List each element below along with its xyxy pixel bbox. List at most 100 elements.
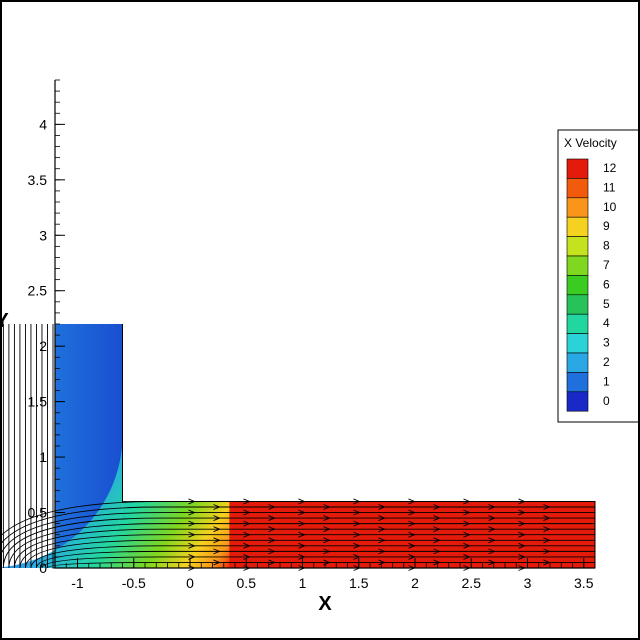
streamline [2,324,595,569]
streamline-arrow [353,509,361,516]
streamline-arrow [433,504,441,510]
legend-label: 10 [603,200,617,214]
streamline-arrow [213,504,221,510]
streamline-arrow [298,520,306,527]
streamline-arrow [488,504,496,510]
streamline-arrow [518,531,526,538]
streamline-arrow [408,509,416,516]
streamline-arrow [463,520,471,527]
y-tick-label: 1.5 [28,394,48,410]
x-tick-label: 1.5 [349,575,369,591]
streamline-arrow [353,553,361,560]
streamline-arrow [268,559,276,566]
streamline-arrow [378,537,386,544]
legend-label: 7 [603,258,610,272]
legend-label: 11 [603,180,616,194]
x-tick-label: 1 [299,575,307,591]
legend-swatch [566,158,589,179]
legend-swatch [566,275,589,296]
legend-label: 4 [603,316,610,330]
streamline-arrow [323,559,331,566]
streamline-arrow [188,520,196,527]
legend-swatch [566,333,589,354]
streamline-arrow [488,537,496,544]
streamline-arrow [518,553,526,560]
streamline-arrow [268,526,276,533]
streamline-arrow [268,548,276,555]
y-axis-title: Y [2,310,9,332]
streamline-arrow [213,526,221,533]
streamline [41,324,595,569]
streamline-arrow [323,537,331,544]
streamline-arrow [353,531,361,538]
streamline-arrow [408,553,416,560]
legend-title: X Velocity [564,136,617,150]
legend-label: 2 [603,355,610,369]
streamline-arrow [213,515,221,522]
legend-swatch [566,352,589,373]
y-tick-label: 2.5 [28,283,48,299]
streamline-arrow [488,515,496,522]
streamline-arrow [213,559,221,566]
y-tick-label: 3 [39,227,47,243]
streamline-arrow [243,509,251,516]
streamline [30,324,595,569]
legend-label: 6 [603,277,610,291]
x-tick-label: 2 [411,575,419,591]
streamline-arrow [213,537,221,544]
streamline-arrow [243,553,251,560]
legend-label: 1 [603,374,610,388]
streamline-arrow [353,520,361,527]
x-tick-label: 2.5 [462,575,482,591]
streamline-arrow [378,559,386,566]
streamline [13,324,595,569]
streamline-arrow [323,504,331,510]
x-tick-label: 3 [524,575,532,591]
streamline-arrow [353,542,361,549]
streamline-arrow [463,542,471,549]
streamline-arrow [543,559,551,566]
streamline-arrow [433,515,441,522]
legend-swatch [566,197,589,218]
streamline-arrow [213,548,221,555]
streamline-arrow [298,553,306,560]
streamline-arrow [408,531,416,538]
legend-swatch [566,294,589,315]
streamline-arrow [188,542,196,549]
x-tick-label: -0.5 [122,575,146,591]
streamline-arrow [268,504,276,510]
legend-label: 3 [603,336,610,350]
y-tick-label: 1 [39,449,47,465]
streamline-arrow [488,526,496,533]
streamline-arrow [433,537,441,544]
streamline [19,324,595,569]
streamline [2,512,595,554]
streamline-arrow [463,509,471,516]
streamline [36,324,595,569]
legend-label: 12 [603,161,617,175]
bend-region [2,434,123,568]
streamline-arrow [488,548,496,555]
streamline-arrow [463,553,471,560]
streamline-arrow [378,548,386,555]
velocity-field [2,324,595,568]
y-tick-label: 0.5 [28,505,48,521]
streamline-arrow [518,542,526,549]
streamlines [2,324,596,571]
streamline-arrow [433,559,441,566]
streamline-arrow [543,504,551,510]
streamline-arrow [268,537,276,544]
streamline-arrow [518,509,526,516]
streamline-arrow [543,526,551,533]
x-tick-label: 0.5 [237,575,257,591]
streamline-arrow [243,520,251,527]
streamline-arrow [463,531,471,538]
legend-label: 8 [603,239,610,253]
x-tick-label: 0 [186,575,194,591]
streamline-arrow [323,548,331,555]
streamline-arrow [543,548,551,555]
